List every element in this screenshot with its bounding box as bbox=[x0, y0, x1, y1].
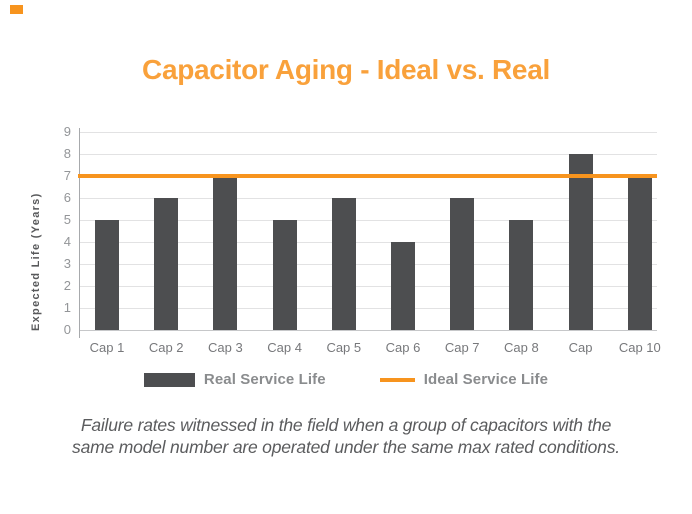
y-tick-label-3: 3 bbox=[63, 256, 71, 271]
x-tick-label-cap-1: Cap 1 bbox=[89, 340, 125, 355]
bar-cap bbox=[568, 154, 593, 330]
gridline-y-5 bbox=[80, 220, 657, 221]
ideal-service-life-line bbox=[78, 174, 657, 178]
gridline-y-3 bbox=[80, 264, 657, 265]
x-tick-label-cap-8: Cap 8 bbox=[504, 340, 539, 355]
bar-cap-3 bbox=[213, 176, 238, 330]
legend-label-ideal-service-life: Ideal Service Life bbox=[423, 371, 549, 388]
plot-area: 0 1 2 3 4 5 6 7 8 9 Cap 1 Cap 2 Cap 3 Cap 4 Cap 5 Cap 6… bbox=[64, 125, 661, 356]
gridline-y-6 bbox=[80, 198, 657, 199]
bar-cap-7 bbox=[450, 198, 475, 330]
x-tick-label-cap: Cap bbox=[568, 340, 593, 355]
chart-title: Capacitor Aging - Ideal vs. Real bbox=[142, 54, 550, 85]
y-tick-label-7: 7 bbox=[63, 168, 71, 183]
y-tick-label-8: 8 bbox=[63, 146, 71, 161]
y-tick-label-5: 5 bbox=[63, 212, 71, 227]
caption: Failure rates witnessed in the field whe… bbox=[0, 414, 692, 458]
x-tick-label-cap-10: Cap 10 bbox=[618, 340, 661, 355]
legend-label-real-service-life: Real Service Life bbox=[203, 371, 326, 388]
y-tick-label-0: 0 bbox=[63, 322, 71, 337]
bar-cap-8 bbox=[509, 220, 534, 330]
y-tick-label-6: 6 bbox=[63, 190, 71, 205]
y-tick-label-1: 1 bbox=[63, 300, 71, 315]
legend-line-ideal-service-life bbox=[379, 377, 415, 382]
bar-cap-1 bbox=[95, 220, 119, 330]
gridline-y-1 bbox=[80, 308, 657, 309]
bar-cap-6 bbox=[391, 242, 415, 330]
caption-line-2: same model number are operated under the… bbox=[72, 437, 620, 457]
legend: Real Service Life Ideal Service Life bbox=[0, 371, 692, 388]
x-tick-label-cap-7: Cap 7 bbox=[444, 340, 480, 355]
bar-cap-10 bbox=[627, 176, 652, 330]
bar-cap-5 bbox=[331, 198, 356, 330]
y-axis-title: Expected Life (Years) bbox=[30, 192, 42, 331]
gridline-y-9 bbox=[80, 132, 657, 133]
y-tick-label-9: 9 bbox=[63, 124, 71, 139]
gridline-y-2 bbox=[80, 286, 657, 287]
bar-cap-4 bbox=[272, 220, 297, 330]
x-tick-label-cap-6: Cap 6 bbox=[385, 340, 421, 355]
x-tick-label-cap-3: Cap 3 bbox=[208, 340, 243, 355]
gridline-y-4 bbox=[80, 242, 657, 243]
y-axis-line bbox=[79, 128, 80, 338]
legend-swatch-real-service-life bbox=[143, 372, 195, 387]
y-tick-label-2: 2 bbox=[63, 278, 71, 293]
y-tick-label-4: 4 bbox=[63, 234, 71, 249]
x-tick-label-cap-2: Cap 2 bbox=[148, 340, 184, 355]
x-tick-label-cap-5: Cap 5 bbox=[326, 340, 362, 355]
corner-accent-mark bbox=[10, 5, 23, 14]
caption-line-1: Failure rates witnessed in the field whe… bbox=[80, 415, 612, 435]
x-tick-label-cap-4: Cap 4 bbox=[267, 340, 302, 355]
gridline-y-8 bbox=[80, 154, 657, 155]
bar-cap-2 bbox=[154, 198, 179, 330]
